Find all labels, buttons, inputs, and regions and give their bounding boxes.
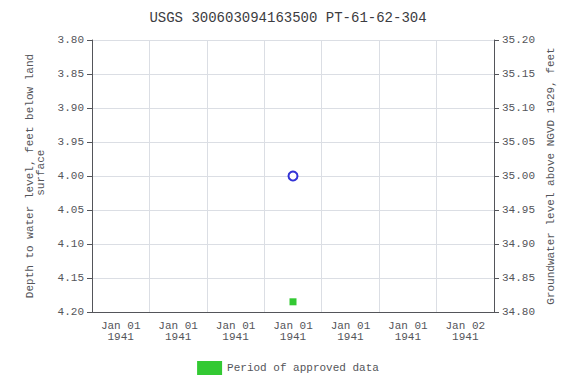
svg-text:3.85: 3.85 bbox=[58, 68, 84, 80]
svg-text:34.80: 34.80 bbox=[502, 306, 535, 318]
svg-text:34.85: 34.85 bbox=[502, 272, 535, 284]
svg-text:Jan 01: Jan 01 bbox=[273, 319, 313, 332]
svg-text:Jan 01: Jan 01 bbox=[215, 319, 256, 332]
svg-text:Period of approved data: Period of approved data bbox=[227, 362, 379, 374]
svg-text:Jan 01: Jan 01 bbox=[388, 319, 428, 332]
svg-text:Jan 02: Jan 02 bbox=[445, 319, 486, 332]
svg-text:Jan 01: Jan 01 bbox=[100, 319, 141, 332]
svg-text:USGS 300603094163500 PT-61-62-: USGS 300603094163500 PT-61-62-304 bbox=[149, 10, 426, 26]
svg-text:34.90: 34.90 bbox=[502, 238, 535, 250]
svg-text:4.20: 4.20 bbox=[58, 306, 84, 318]
svg-text:1941: 1941 bbox=[395, 331, 422, 343]
svg-text:4.15: 4.15 bbox=[58, 272, 84, 284]
svg-text:4.05: 4.05 bbox=[58, 204, 84, 216]
svg-text:Groundwater level above NGVD 1: Groundwater level above NGVD 1929, feet bbox=[545, 47, 557, 304]
svg-text:3.90: 3.90 bbox=[58, 102, 84, 114]
svg-text:surface: surface bbox=[35, 150, 47, 203]
svg-text:Jan 01: Jan 01 bbox=[158, 319, 198, 332]
svg-text:1941: 1941 bbox=[337, 331, 364, 343]
svg-text:35.05: 35.05 bbox=[502, 136, 535, 148]
svg-text:35.20: 35.20 bbox=[502, 34, 535, 46]
svg-text:35.10: 35.10 bbox=[502, 102, 535, 114]
svg-text:1941: 1941 bbox=[165, 331, 192, 343]
svg-text:34.95: 34.95 bbox=[502, 204, 535, 216]
svg-text:35.00: 35.00 bbox=[502, 170, 535, 182]
svg-text:1941: 1941 bbox=[452, 331, 479, 343]
svg-text:1941: 1941 bbox=[222, 331, 249, 343]
svg-text:1941: 1941 bbox=[280, 331, 307, 343]
svg-text:3.80: 3.80 bbox=[58, 34, 84, 46]
svg-text:Jan 01: Jan 01 bbox=[330, 319, 371, 332]
svg-text:35.15: 35.15 bbox=[502, 68, 535, 80]
svg-text:4.00: 4.00 bbox=[58, 170, 84, 182]
svg-text:4.10: 4.10 bbox=[58, 238, 84, 250]
svg-text:3.95: 3.95 bbox=[58, 136, 84, 148]
svg-text:Depth to water level, feet bel: Depth to water level, feet below land bbox=[23, 53, 36, 299]
svg-text:1941: 1941 bbox=[108, 331, 135, 343]
